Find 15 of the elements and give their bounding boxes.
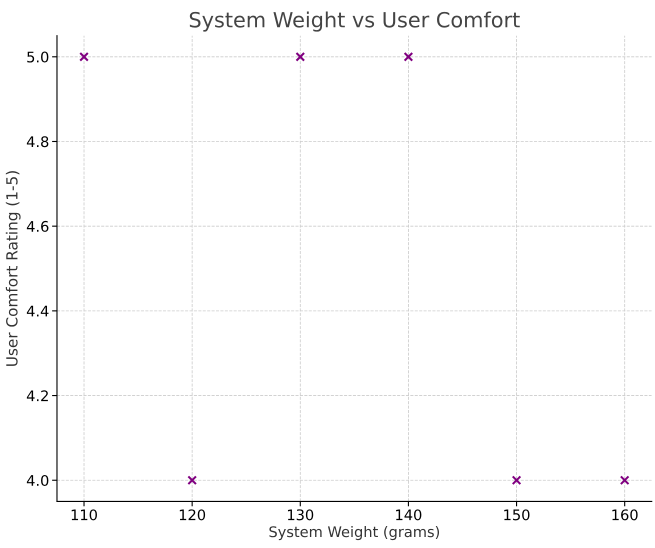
x-tick-label: 110: [72, 509, 97, 520]
chart-title: System Weight vs User Comfort: [190, 11, 520, 32]
x-tick-label: 130: [288, 509, 314, 520]
y-tick-label: 5.0: [27, 52, 48, 63]
x-axis-title: System Weight (grams): [269, 526, 440, 540]
y-tick-label: 4.8: [26, 136, 48, 148]
x-tick-label: 150: [504, 509, 530, 520]
x-tick-label: 160: [612, 509, 638, 520]
y-axis-title: User Comfort Rating (1-5): [6, 171, 21, 366]
y-tick-label: 4.6: [26, 220, 48, 232]
x-tick-label: 120: [180, 509, 206, 520]
y-tick-label: 4.2: [26, 390, 48, 402]
y-tick-label: 4.4: [26, 306, 49, 316]
x-tick-label: 140: [396, 509, 422, 520]
y-tick-label: 4.0: [26, 474, 48, 486]
